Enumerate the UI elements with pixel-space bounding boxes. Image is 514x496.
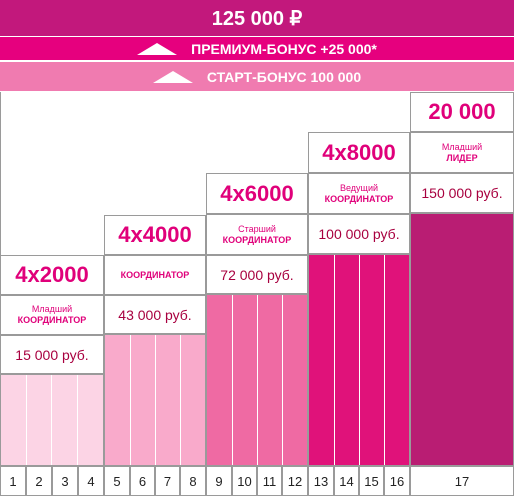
start-bonus-label: СТАРТ-БОНУС 100 000 [206,68,362,85]
level-5-sum-text: 150 000 руб. [421,185,503,201]
level-4-role-line2: КООРДИНАТОР [324,193,394,204]
level-2-role: КООРДИНАТОР [104,255,206,295]
level-1-multiplier: 4x2000 [15,262,89,287]
level-2-column [104,334,206,466]
level-3-role: Старший КООРДИНАТОР [206,214,308,255]
level-4-role: Ведущий КООРДИНАТОР [308,173,410,214]
level-5-head: 20 000 [410,92,514,132]
step-number: 10 [232,466,257,496]
level-4-multiplier: 4x8000 [322,139,396,165]
step-number: 3 [52,466,78,496]
level-4-sum: 100 000 руб. [308,214,410,254]
step-number: 13 [308,466,334,496]
level-1-sum-text: 15 000 руб. [15,346,89,363]
triangle-up-icon [152,70,193,83]
level-3-role-line2: КООРДИНАТОР [222,234,292,245]
level-1-sum: 15 000 руб. [0,335,104,374]
level-3-column [206,294,308,466]
level-3-sum-text: 72 000 руб. [220,266,294,283]
step-number: 7 [155,466,180,496]
level-2-role-line2: КООРДИНАТОР [120,269,190,280]
step-number: 5 [104,466,130,496]
level-2-head: 4x4000 [104,215,206,255]
level-1-role-line1: Младший [31,304,73,314]
step-number: 9 [206,466,232,496]
step-number-text: 3 [61,473,69,489]
level-5-column [410,213,514,466]
step-number: 17 [410,466,514,496]
level-1-column [0,374,104,466]
level-4-sum-text: 100 000 руб. [318,226,400,242]
level-5-sum: 150 000 руб. [410,173,514,213]
start-bonus-bar: СТАРТ-БОНУС 100 000 [0,61,514,91]
step-number-text: 8 [189,473,197,489]
step-number-text: 16 [389,473,405,489]
level-5-role: Младший ЛИДЕР [410,132,514,173]
step-number: 16 [384,466,410,496]
level-3-sum: 72 000 руб. [206,255,308,294]
step-number-text: 7 [163,473,172,489]
total-bar: 125 000 ₽ [0,0,514,36]
premium-bonus-bar: ПРЕМИУМ-БОНУС +25 000* [0,36,514,60]
level-2-multiplier: 4x4000 [118,222,192,247]
step-number: 11 [257,466,282,496]
step-number-text: 17 [454,473,470,489]
level-3-multiplier: 4x6000 [220,180,294,206]
step-number-text: 9 [215,473,223,489]
step-number: 6 [130,466,155,496]
step-number-text: 15 [364,473,379,489]
level-3-head: 4x6000 [206,173,308,214]
step-number: 12 [282,466,308,496]
level-5-role-line2: ЛИДЕР [446,152,478,163]
step-number-text: 4 [87,473,95,489]
premium-bonus-label: ПРЕМИУМ-БОНУС +25 000* [191,40,377,57]
level-1-role: Младший КООРДИНАТОР [0,295,104,335]
level-1-head: 4x2000 [0,255,104,295]
level-4-head: 4x8000 [308,132,410,173]
step-number: 4 [78,466,104,496]
step-number: 15 [359,466,384,496]
step-number-text: 12 [287,473,303,489]
level-2-sum: 43 000 руб. [104,295,206,334]
step-number-text: 6 [138,473,147,489]
step-number-text: 5 [113,473,121,489]
step-number-text: 13 [313,473,329,489]
level-3-role-line1: Старший [238,223,276,234]
level-4-role-line1: Ведущий [339,182,379,193]
total-amount: 125 000 ₽ [211,7,303,30]
level-1-role-line2: КООРДИНАТОР [17,315,87,325]
step-number-text: 1 [9,473,17,489]
level-4-column [308,254,410,466]
level-2-sum-text: 43 000 руб. [118,306,192,323]
step-number-text: 2 [35,473,43,489]
step-number: 14 [334,466,359,496]
step-number-text: 10 [237,473,252,489]
step-number: 1 [0,466,26,496]
step-number-text: 11 [262,473,277,489]
level-5-role-line1: Младший [441,141,483,152]
step-number: 2 [26,466,52,496]
triangle-up-icon [137,42,178,55]
step-number: 8 [180,466,206,496]
step-number-text: 14 [339,473,354,489]
level-5-amount: 20 000 [428,99,496,124]
